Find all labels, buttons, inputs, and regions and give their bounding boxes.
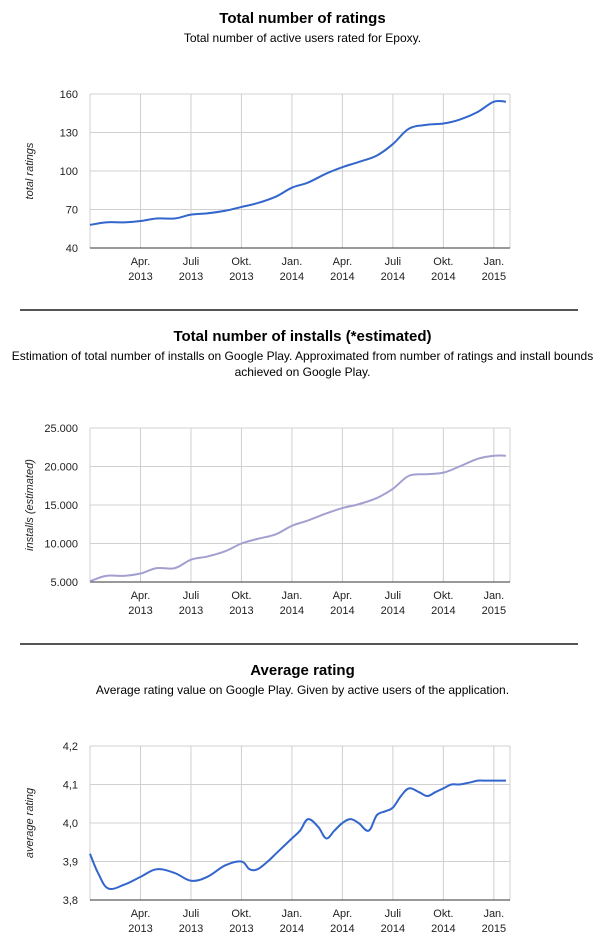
y-tick-label: 4,0 (63, 818, 78, 830)
y-tick-label: 130 (60, 128, 78, 140)
y-tick-label: 70 (66, 205, 78, 217)
x-tick-label: Apr. (333, 908, 353, 920)
y-tick-label: 3,8 (63, 895, 78, 907)
chart-3-header: Average rating Average rating value on G… (0, 662, 605, 698)
y-axis-label: installs (estimated) (24, 459, 36, 551)
x-tick-label: Juli (183, 908, 200, 920)
x-tick-label: 2013 (128, 923, 152, 935)
y-tick-label: 20.000 (44, 462, 78, 474)
y-tick-label: 4,1 (63, 780, 78, 792)
x-tick-label: Juli (385, 908, 402, 920)
y-tick-label: 160 (60, 89, 78, 101)
y-tick-label: 10.000 (44, 539, 78, 551)
chart-2-title: Total number of installs (*estimated) (173, 328, 432, 345)
x-tick-label: 2013 (128, 271, 152, 283)
x-tick-label: 2014 (280, 271, 304, 283)
x-tick-label: Jan. (483, 256, 504, 268)
x-tick-label: Okt. (433, 256, 453, 268)
x-tick-label: 2013 (179, 271, 203, 283)
series-line[interactable] (89, 779, 506, 891)
x-tick-label: Okt. (231, 256, 251, 268)
y-axis-label: average rating (24, 787, 36, 858)
x-tick-label: 2013 (128, 605, 152, 617)
x-tick-label: 2013 (229, 923, 253, 935)
x-tick-label: 2014 (431, 271, 455, 283)
y-tick-label: 3,9 (63, 857, 78, 869)
x-tick-label: Okt. (433, 590, 453, 602)
x-tick-label: 2013 (229, 605, 253, 617)
x-tick-label: Apr. (131, 908, 151, 920)
x-tick-label: Juli (385, 590, 402, 602)
x-tick-label: 2014 (431, 605, 455, 617)
x-tick-label: Okt. (433, 908, 453, 920)
y-axis-label: total ratings (24, 142, 36, 199)
x-tick-label: Jan. (282, 908, 303, 920)
x-tick-label: 2015 (482, 605, 506, 617)
x-tick-label: Juli (183, 590, 200, 602)
x-tick-label: 2013 (229, 271, 253, 283)
x-tick-label: 2014 (280, 923, 304, 935)
x-tick-label: Apr. (131, 590, 151, 602)
chart-1-subtitle: Total number of active users rated for E… (183, 31, 422, 45)
chart-2-subtitle: Estimation of total number of installs o… (11, 349, 594, 379)
x-tick-label: 2014 (330, 271, 354, 283)
x-tick-label: Juli (385, 256, 402, 268)
series-line[interactable] (89, 454, 506, 583)
ratings-chart: 40 70 100 130 160 Apr. 2013 Juli 2013 Okt. 2013 Jan… (24, 89, 511, 283)
x-tick-label: 2015 (482, 923, 506, 935)
x-tick-label: Okt. (231, 590, 251, 602)
divider-1 (20, 309, 578, 311)
x-tick-label: 2014 (330, 923, 354, 935)
y-tick-label: 15.000 (44, 500, 78, 512)
x-tick-label: 2014 (381, 923, 405, 935)
average-rating-chart: 3,8 3,9 4,0 4,1 4,2 Apr. 2013 Juli 2013 Okt. 2013 J… (24, 741, 511, 935)
chart-1-title: Total number of ratings (219, 10, 386, 27)
x-tick-label: 2014 (431, 923, 455, 935)
chart-1-header: Total number of ratings Total number of … (0, 10, 605, 46)
x-tick-label: Jan. (282, 590, 303, 602)
x-tick-label: Okt. (231, 908, 251, 920)
x-tick-label: Jan. (483, 590, 504, 602)
x-tick-label: 2014 (381, 605, 405, 617)
x-tick-label: Juli (183, 256, 200, 268)
x-tick-label: Apr. (131, 256, 151, 268)
chart-3-title: Average rating (250, 662, 355, 679)
x-tick-label: Apr. (333, 590, 353, 602)
x-tick-label: 2014 (330, 605, 354, 617)
series-line[interactable] (89, 99, 507, 226)
x-tick-label: Jan. (483, 908, 504, 920)
x-tick-label: Apr. (333, 256, 353, 268)
x-tick-label: 2013 (179, 605, 203, 617)
installs-chart: 5.000 10.000 15.000 20.000 25.000 Apr. 2013 Jul… (24, 423, 511, 617)
x-tick-label: Jan. (282, 256, 303, 268)
y-tick-label: 4,2 (63, 741, 78, 753)
x-tick-label: 2014 (381, 271, 405, 283)
x-tick-label: 2015 (482, 271, 506, 283)
chart-2-header: Total number of installs (*estimated) Es… (0, 328, 605, 380)
y-tick-label: 100 (60, 166, 78, 178)
x-tick-label: 2014 (280, 605, 304, 617)
divider-2 (20, 643, 578, 645)
y-tick-label: 40 (66, 243, 78, 255)
x-tick-label: 2013 (179, 923, 203, 935)
y-tick-label: 25.000 (44, 423, 78, 435)
chart-3-subtitle: Average rating value on Google Play. Giv… (95, 683, 510, 697)
y-tick-label: 5.000 (50, 577, 78, 589)
